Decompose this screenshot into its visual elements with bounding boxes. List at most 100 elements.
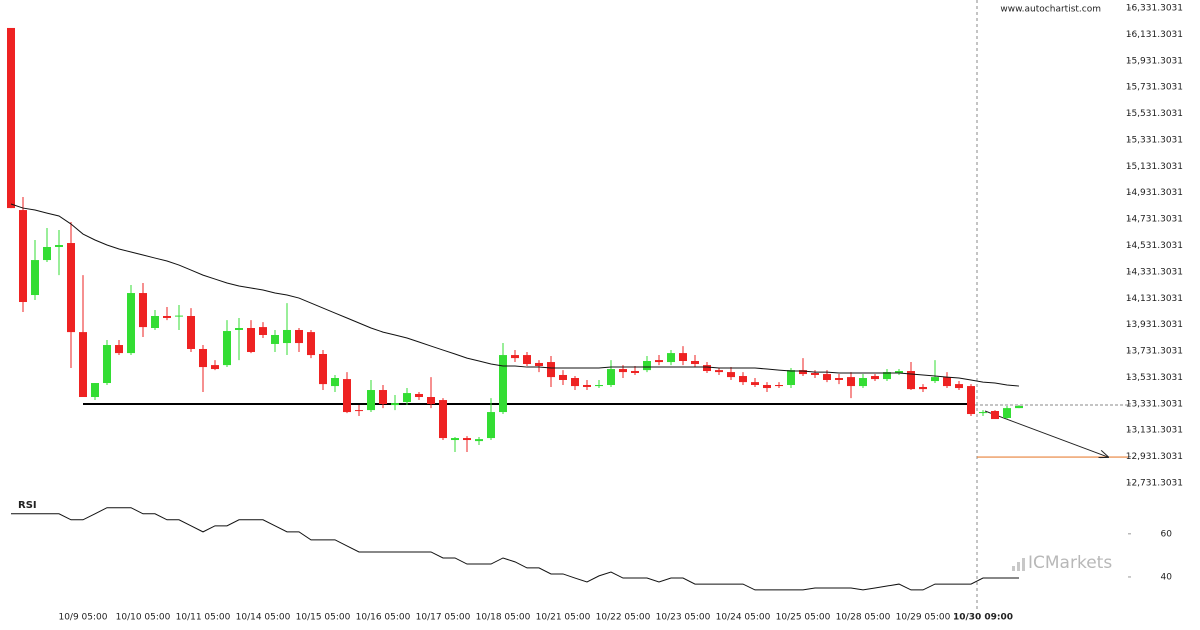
candle-body xyxy=(955,384,963,389)
candle-body xyxy=(691,360,699,365)
candle-body xyxy=(631,371,639,373)
candle-body xyxy=(127,293,135,354)
y-tick-label: 15,531.3031 xyxy=(1126,109,1183,119)
candle-body xyxy=(655,360,663,363)
candle-body xyxy=(487,412,495,439)
x-tick-label: 10/23 05:00 xyxy=(656,613,711,623)
y-tick-label: 15,331.3031 xyxy=(1126,135,1183,145)
candle-body xyxy=(871,376,879,380)
candle-body xyxy=(547,362,555,378)
candle-body xyxy=(187,315,195,349)
candle-body xyxy=(979,412,987,414)
candle-body xyxy=(835,378,843,380)
candle-body xyxy=(535,362,543,367)
y-tick-label: 15,731.3031 xyxy=(1126,83,1183,93)
rsi-label: RSI xyxy=(18,500,37,511)
candle-body xyxy=(643,360,651,371)
x-tick-label: 10/9 05:00 xyxy=(58,613,107,623)
y-tick-label: 14,531.3031 xyxy=(1126,241,1183,251)
candle-body xyxy=(787,370,795,386)
x-tick-label: 10/28 05:00 xyxy=(836,613,891,623)
y-tick-label: 13,131.3031 xyxy=(1126,426,1183,436)
candle-body xyxy=(19,210,27,303)
candle-body xyxy=(367,390,375,411)
y-tick-label: 16,331.3031 xyxy=(1126,4,1183,14)
x-tick-label: 10/21 05:00 xyxy=(536,613,591,623)
candle-body xyxy=(259,327,267,335)
candle-body xyxy=(679,353,687,361)
candle-body xyxy=(883,372,891,380)
candle-body xyxy=(451,438,459,441)
x-tick-label: 10/10 05:00 xyxy=(116,613,171,623)
y-tick-label: 15,131.3031 xyxy=(1126,162,1183,172)
x-tick-label: 10/17 05:00 xyxy=(416,613,471,623)
candle-body xyxy=(427,397,435,405)
y-tick-label: 14,931.3031 xyxy=(1126,188,1183,198)
y-tick-label: 13,731.3031 xyxy=(1126,347,1183,357)
candle-body xyxy=(895,371,903,373)
candle-body xyxy=(79,332,87,398)
candle-body xyxy=(103,345,111,384)
candle-body xyxy=(463,438,471,441)
candle-body xyxy=(619,369,627,373)
candle-body xyxy=(475,439,483,442)
rsi-tick-label: 60 xyxy=(1161,529,1173,539)
candle-body xyxy=(931,377,939,382)
candle-body xyxy=(775,385,783,387)
candle-body xyxy=(307,332,315,356)
candle-body xyxy=(43,246,51,261)
candle-body xyxy=(7,27,15,209)
candle-body xyxy=(139,293,147,328)
x-tick-label: 10/14 05:00 xyxy=(236,613,291,623)
candle-body xyxy=(595,385,603,387)
candle-body xyxy=(319,353,327,385)
y-tick-label: 15,931.3031 xyxy=(1126,56,1183,66)
candle-body xyxy=(967,386,975,415)
candle-body xyxy=(943,377,951,387)
x-tick-label: 10/30 09:00 xyxy=(953,613,1013,623)
candle-body xyxy=(235,328,243,330)
y-tick-label: 14,731.3031 xyxy=(1126,215,1183,225)
rsi-tick-label: 40 xyxy=(1161,572,1173,582)
candle-body xyxy=(115,345,123,354)
candle-body xyxy=(439,400,447,439)
brand-icon xyxy=(1012,558,1025,571)
candle-body xyxy=(331,378,339,387)
y-tick-label: 13,331.3031 xyxy=(1126,399,1183,409)
candle-body xyxy=(739,376,747,383)
candle-body xyxy=(355,410,363,412)
candle-body xyxy=(67,243,75,333)
candle-body xyxy=(223,331,231,366)
candle-body xyxy=(667,353,675,363)
x-tick-label: 10/22 05:00 xyxy=(596,613,651,623)
x-tick-label: 10/11 05:00 xyxy=(176,613,231,623)
candle-body xyxy=(823,374,831,380)
y-tick-label: 16,131.3031 xyxy=(1126,30,1183,40)
candle-body xyxy=(283,329,291,344)
candle-body xyxy=(859,378,867,387)
candle-body xyxy=(247,328,255,353)
candle-body xyxy=(151,315,159,329)
candle-body xyxy=(919,386,927,390)
candle-body xyxy=(199,348,207,368)
y-tick-label: 13,931.3031 xyxy=(1126,320,1183,330)
candle-body xyxy=(1015,405,1023,409)
candle-body xyxy=(391,403,399,406)
candle-body xyxy=(799,370,807,375)
candle-body xyxy=(511,355,519,359)
x-tick-label: 10/29 05:00 xyxy=(896,613,951,623)
candle-body xyxy=(559,374,567,380)
moving-average xyxy=(10,203,1020,387)
x-tick-label: 10/15 05:00 xyxy=(296,613,351,623)
watermark: www.autochartist.com xyxy=(1000,5,1101,15)
candle-body xyxy=(583,385,591,387)
candle-body xyxy=(907,371,915,390)
candle-body xyxy=(523,355,531,365)
x-tick-label: 10/16 05:00 xyxy=(356,613,411,623)
y-tick-label: 14,131.3031 xyxy=(1126,294,1183,304)
candle-body xyxy=(403,393,411,403)
forecast-arrow xyxy=(984,410,1108,457)
candle-body xyxy=(271,334,279,344)
